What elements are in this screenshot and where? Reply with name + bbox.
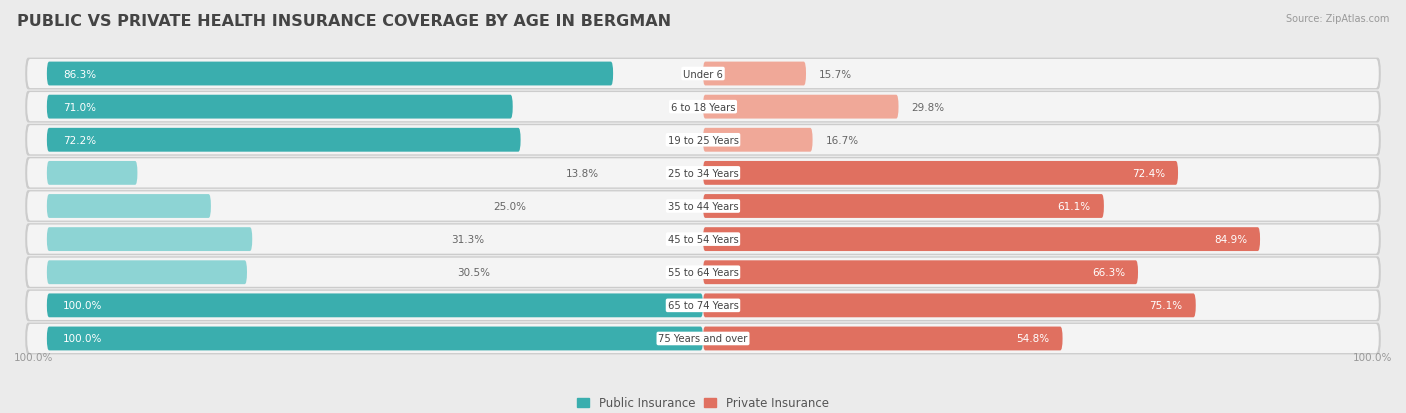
FancyBboxPatch shape xyxy=(27,60,1379,89)
Text: 30.5%: 30.5% xyxy=(457,268,489,278)
FancyBboxPatch shape xyxy=(25,257,1381,288)
FancyBboxPatch shape xyxy=(25,125,1381,156)
FancyBboxPatch shape xyxy=(703,261,1137,285)
Text: 29.8%: 29.8% xyxy=(911,102,945,112)
FancyBboxPatch shape xyxy=(46,128,520,152)
Text: 54.8%: 54.8% xyxy=(1017,334,1049,344)
Text: 6 to 18 Years: 6 to 18 Years xyxy=(671,102,735,112)
Text: 45 to 54 Years: 45 to 54 Years xyxy=(668,235,738,244)
Text: 25 to 34 Years: 25 to 34 Years xyxy=(668,169,738,178)
FancyBboxPatch shape xyxy=(27,324,1379,353)
Legend: Public Insurance, Private Insurance: Public Insurance, Private Insurance xyxy=(572,392,834,413)
FancyBboxPatch shape xyxy=(25,191,1381,222)
FancyBboxPatch shape xyxy=(703,195,1104,218)
FancyBboxPatch shape xyxy=(46,161,138,185)
FancyBboxPatch shape xyxy=(703,294,1195,318)
Text: 66.3%: 66.3% xyxy=(1092,268,1125,278)
Text: 71.0%: 71.0% xyxy=(63,102,96,112)
FancyBboxPatch shape xyxy=(46,62,613,86)
FancyBboxPatch shape xyxy=(27,192,1379,221)
FancyBboxPatch shape xyxy=(46,95,513,119)
FancyBboxPatch shape xyxy=(27,258,1379,287)
Text: 35 to 44 Years: 35 to 44 Years xyxy=(668,202,738,211)
FancyBboxPatch shape xyxy=(703,62,806,86)
FancyBboxPatch shape xyxy=(25,224,1381,255)
Text: 84.9%: 84.9% xyxy=(1213,235,1247,244)
Text: 16.7%: 16.7% xyxy=(825,135,859,145)
FancyBboxPatch shape xyxy=(46,294,703,318)
FancyBboxPatch shape xyxy=(703,228,1260,252)
Text: 72.4%: 72.4% xyxy=(1132,169,1166,178)
FancyBboxPatch shape xyxy=(703,327,1063,351)
Text: 86.3%: 86.3% xyxy=(63,69,97,79)
FancyBboxPatch shape xyxy=(46,228,252,252)
FancyBboxPatch shape xyxy=(46,261,247,285)
Text: 19 to 25 Years: 19 to 25 Years xyxy=(668,135,738,145)
Text: 72.2%: 72.2% xyxy=(63,135,97,145)
Text: 100.0%: 100.0% xyxy=(63,334,103,344)
FancyBboxPatch shape xyxy=(25,92,1381,123)
Text: 75.1%: 75.1% xyxy=(1150,301,1182,311)
Text: Under 6: Under 6 xyxy=(683,69,723,79)
Text: 100.0%: 100.0% xyxy=(14,352,53,363)
Text: Source: ZipAtlas.com: Source: ZipAtlas.com xyxy=(1285,14,1389,24)
Text: 100.0%: 100.0% xyxy=(63,301,103,311)
FancyBboxPatch shape xyxy=(25,59,1381,90)
FancyBboxPatch shape xyxy=(703,128,813,152)
Text: 25.0%: 25.0% xyxy=(494,202,526,211)
Text: 61.1%: 61.1% xyxy=(1057,202,1091,211)
FancyBboxPatch shape xyxy=(25,158,1381,189)
FancyBboxPatch shape xyxy=(27,93,1379,122)
FancyBboxPatch shape xyxy=(27,291,1379,320)
Text: 75 Years and over: 75 Years and over xyxy=(658,334,748,344)
FancyBboxPatch shape xyxy=(46,195,211,218)
Text: 65 to 74 Years: 65 to 74 Years xyxy=(668,301,738,311)
FancyBboxPatch shape xyxy=(703,95,898,119)
FancyBboxPatch shape xyxy=(27,126,1379,155)
Text: PUBLIC VS PRIVATE HEALTH INSURANCE COVERAGE BY AGE IN BERGMAN: PUBLIC VS PRIVATE HEALTH INSURANCE COVER… xyxy=(17,14,671,29)
FancyBboxPatch shape xyxy=(27,225,1379,254)
FancyBboxPatch shape xyxy=(25,290,1381,321)
Text: 31.3%: 31.3% xyxy=(451,235,485,244)
Text: 15.7%: 15.7% xyxy=(820,69,852,79)
Text: 100.0%: 100.0% xyxy=(1353,352,1392,363)
FancyBboxPatch shape xyxy=(703,161,1178,185)
Text: 13.8%: 13.8% xyxy=(567,169,599,178)
FancyBboxPatch shape xyxy=(27,159,1379,188)
FancyBboxPatch shape xyxy=(46,327,703,351)
Text: 55 to 64 Years: 55 to 64 Years xyxy=(668,268,738,278)
FancyBboxPatch shape xyxy=(25,323,1381,354)
